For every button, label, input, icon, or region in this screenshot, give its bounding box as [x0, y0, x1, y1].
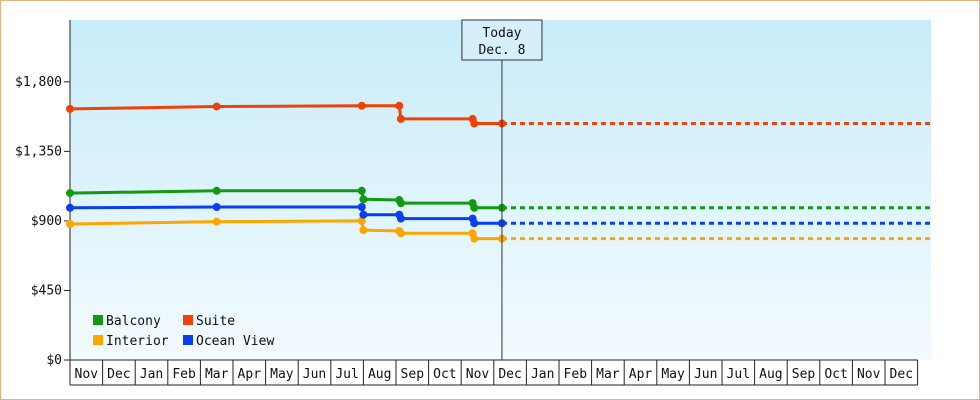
data-point	[396, 114, 405, 123]
x-tick-label: May	[270, 367, 294, 382]
x-tick-label: Nov	[466, 367, 490, 382]
x-tick-label: Jan	[531, 367, 554, 382]
legend-swatch	[93, 315, 103, 325]
data-point	[212, 203, 221, 211]
legend-label: Balcony	[106, 314, 161, 329]
legend-swatch	[93, 335, 103, 345]
x-tick-label: Feb	[172, 367, 196, 382]
today-date: Dec. 8	[478, 43, 525, 58]
legend-swatch	[183, 315, 193, 325]
x-tick-label: Jul	[727, 367, 750, 382]
data-point	[66, 203, 74, 212]
data-point	[470, 119, 479, 128]
data-point	[357, 216, 366, 225]
x-tick-label: Sep	[401, 367, 425, 382]
y-tick-label: $900	[31, 214, 62, 229]
x-tick-label: Apr	[629, 367, 653, 382]
legend-label: Interior	[106, 334, 169, 349]
data-point	[359, 210, 368, 219]
x-tick-label: Nov	[857, 367, 881, 382]
y-tick-label: $450	[31, 283, 62, 298]
data-point	[66, 220, 74, 228]
x-tick-label: Mar	[596, 367, 620, 382]
x-tick-label: Oct	[433, 367, 456, 382]
data-point	[470, 219, 479, 228]
x-tick-label: Jan	[140, 367, 163, 382]
x-tick-label: Dec	[498, 367, 521, 382]
today-label: Today	[482, 26, 521, 41]
x-tick-label: Sep	[792, 367, 816, 382]
today-marker-box	[461, 19, 543, 61]
x-tick-label: May	[661, 367, 685, 382]
data-point	[66, 104, 74, 113]
x-tick-label: Apr	[238, 367, 262, 382]
x-tick-label: Dec	[107, 367, 130, 382]
legend-label: Ocean View	[196, 334, 274, 349]
data-point	[396, 199, 405, 208]
x-tick-label: Aug	[368, 367, 391, 382]
data-point	[357, 101, 366, 110]
x-tick-label: Feb	[564, 367, 588, 382]
data-point	[396, 229, 405, 238]
data-point	[212, 217, 221, 226]
data-point	[359, 226, 368, 235]
x-tick-label: Mar	[205, 367, 229, 382]
x-tick-label: Jun	[303, 367, 326, 382]
data-point	[357, 203, 366, 211]
y-tick-label: $0	[46, 353, 62, 368]
data-point	[357, 186, 366, 195]
x-tick-label: Oct	[824, 367, 847, 382]
data-point	[396, 214, 405, 223]
x-tick-label: Jul	[335, 367, 358, 382]
data-point	[212, 102, 221, 111]
x-tick-label: Nov	[75, 367, 99, 382]
data-point	[470, 234, 479, 243]
x-tick-label: Jun	[694, 367, 717, 382]
legend-swatch	[183, 335, 193, 345]
legend-label: Suite	[196, 314, 235, 329]
data-point	[212, 186, 221, 195]
x-tick-label: Dec	[890, 367, 913, 382]
data-point	[359, 195, 368, 204]
data-point	[395, 101, 404, 110]
x-tick-label: Aug	[759, 367, 782, 382]
y-tick-label: $1,800	[15, 75, 62, 90]
data-point	[66, 189, 74, 198]
data-point	[470, 203, 479, 212]
y-tick-label: $1,350	[15, 144, 62, 159]
